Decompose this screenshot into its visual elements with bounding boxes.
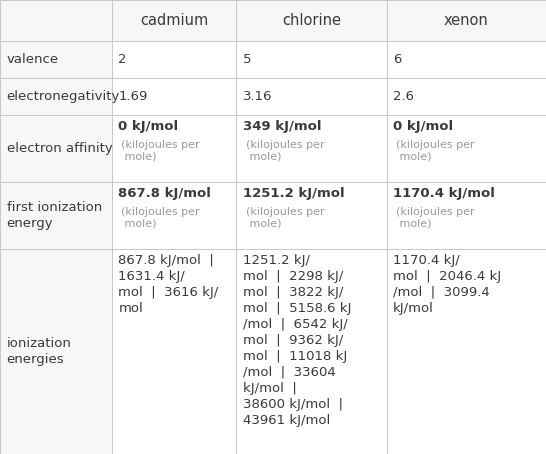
Text: xenon: xenon: [444, 13, 489, 28]
Text: (kilojoules per
 mole): (kilojoules per mole): [246, 207, 324, 229]
Text: ionization
energies: ionization energies: [7, 337, 72, 366]
Bar: [0, 182, 112, 249]
Text: electron affinity: electron affinity: [7, 142, 112, 155]
Bar: [387, 182, 546, 249]
Text: 3.16: 3.16: [243, 90, 272, 103]
Text: 1170.4 kJ/mol: 1170.4 kJ/mol: [393, 187, 495, 200]
Bar: [236, 182, 387, 249]
Bar: [112, 0, 236, 41]
Text: 867.8 kJ/mol: 867.8 kJ/mol: [118, 187, 211, 200]
Text: chlorine: chlorine: [282, 13, 341, 28]
Text: (kilojoules per
 mole): (kilojoules per mole): [396, 139, 474, 162]
Text: 1251.2 kJ/
mol  |  2298 kJ/
mol  |  3822 kJ/
mol  |  5158.6 kJ
/mol  |  6542 kJ/: 1251.2 kJ/ mol | 2298 kJ/ mol | 3822 kJ/…: [243, 254, 351, 427]
Bar: [236, 115, 387, 182]
Text: 1251.2 kJ/mol: 1251.2 kJ/mol: [243, 187, 345, 200]
Text: (kilojoules per
 mole): (kilojoules per mole): [121, 207, 200, 229]
Text: 0 kJ/mol: 0 kJ/mol: [393, 120, 453, 133]
Text: 6: 6: [393, 54, 401, 66]
Bar: [387, 0, 546, 41]
Text: (kilojoules per
 mole): (kilojoules per mole): [396, 207, 474, 229]
Text: 349 kJ/mol: 349 kJ/mol: [243, 120, 322, 133]
Text: 1170.4 kJ/
mol  |  2046.4 kJ
/mol  |  3099.4
kJ/mol: 1170.4 kJ/ mol | 2046.4 kJ /mol | 3099.4…: [393, 254, 501, 315]
Text: (kilojoules per
 mole): (kilojoules per mole): [121, 139, 200, 162]
Text: (kilojoules per
 mole): (kilojoules per mole): [246, 139, 324, 162]
Text: 0 kJ/mol: 0 kJ/mol: [118, 120, 179, 133]
Text: valence: valence: [7, 54, 58, 66]
Bar: [236, 79, 387, 115]
Bar: [0, 41, 112, 79]
Text: 2.6: 2.6: [393, 90, 414, 103]
Bar: [112, 115, 236, 182]
Bar: [0, 115, 112, 182]
Bar: [236, 249, 387, 454]
Text: first ionization
energy: first ionization energy: [7, 201, 102, 230]
Bar: [112, 41, 236, 79]
Text: cadmium: cadmium: [140, 13, 209, 28]
Bar: [387, 79, 546, 115]
Text: 2: 2: [118, 54, 127, 66]
Text: 5: 5: [243, 54, 252, 66]
Bar: [387, 41, 546, 79]
Bar: [236, 41, 387, 79]
Bar: [112, 79, 236, 115]
Bar: [236, 0, 387, 41]
Bar: [387, 249, 546, 454]
Bar: [0, 79, 112, 115]
Bar: [0, 249, 112, 454]
Bar: [112, 249, 236, 454]
Text: 867.8 kJ/mol  |
1631.4 kJ/
mol  |  3616 kJ/
mol: 867.8 kJ/mol | 1631.4 kJ/ mol | 3616 kJ/…: [118, 254, 219, 315]
Bar: [387, 115, 546, 182]
Bar: [112, 182, 236, 249]
Bar: [0, 0, 112, 41]
Text: electronegativity: electronegativity: [7, 90, 120, 103]
Text: 1.69: 1.69: [118, 90, 148, 103]
